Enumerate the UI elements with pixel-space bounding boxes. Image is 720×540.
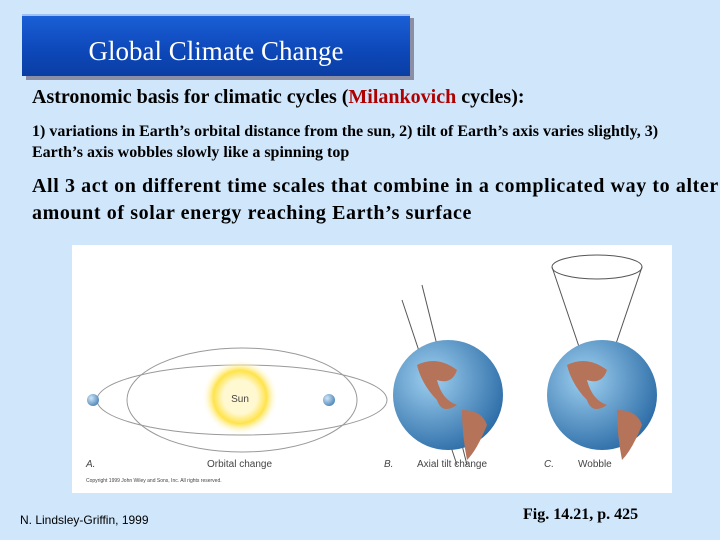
panel-caption: Axial tilt change [417, 459, 487, 470]
panel-caption: Orbital change [207, 459, 272, 470]
slide-title: Global Climate Change [22, 14, 410, 76]
details: 1) variations in Earth’s orbital distanc… [32, 123, 659, 161]
panel-letter: C. [544, 459, 554, 470]
heading-text: cycles): [456, 86, 525, 108]
summary: All 3 act on different time scales that … [32, 175, 719, 224]
heading-text: Astronomic basis for climatic cycles ( [32, 86, 349, 108]
heading: Astronomic basis for climatic cycles (Mi… [32, 86, 525, 109]
heading-highlight: Milankovich [348, 86, 457, 108]
globe-b [393, 284, 503, 466]
copyright: Copyright 1999 John Wiley and Sons, Inc.… [86, 478, 222, 484]
sun-label: Sun [231, 394, 249, 405]
figure: Sun A. Orbital change B. Axial tilt chan… [72, 245, 672, 493]
globe-c [547, 254, 657, 460]
footer-author: N. Lindsley-Griffin, 1999 [20, 513, 149, 527]
panel-letter: A. [85, 459, 95, 470]
panel-letter: B. [384, 459, 393, 470]
footer-reference: Fig. 14.21, p. 425 [523, 506, 639, 523]
earth [87, 394, 99, 406]
panel-caption: Wobble [578, 459, 612, 470]
earth [323, 394, 335, 406]
sun [202, 359, 278, 435]
